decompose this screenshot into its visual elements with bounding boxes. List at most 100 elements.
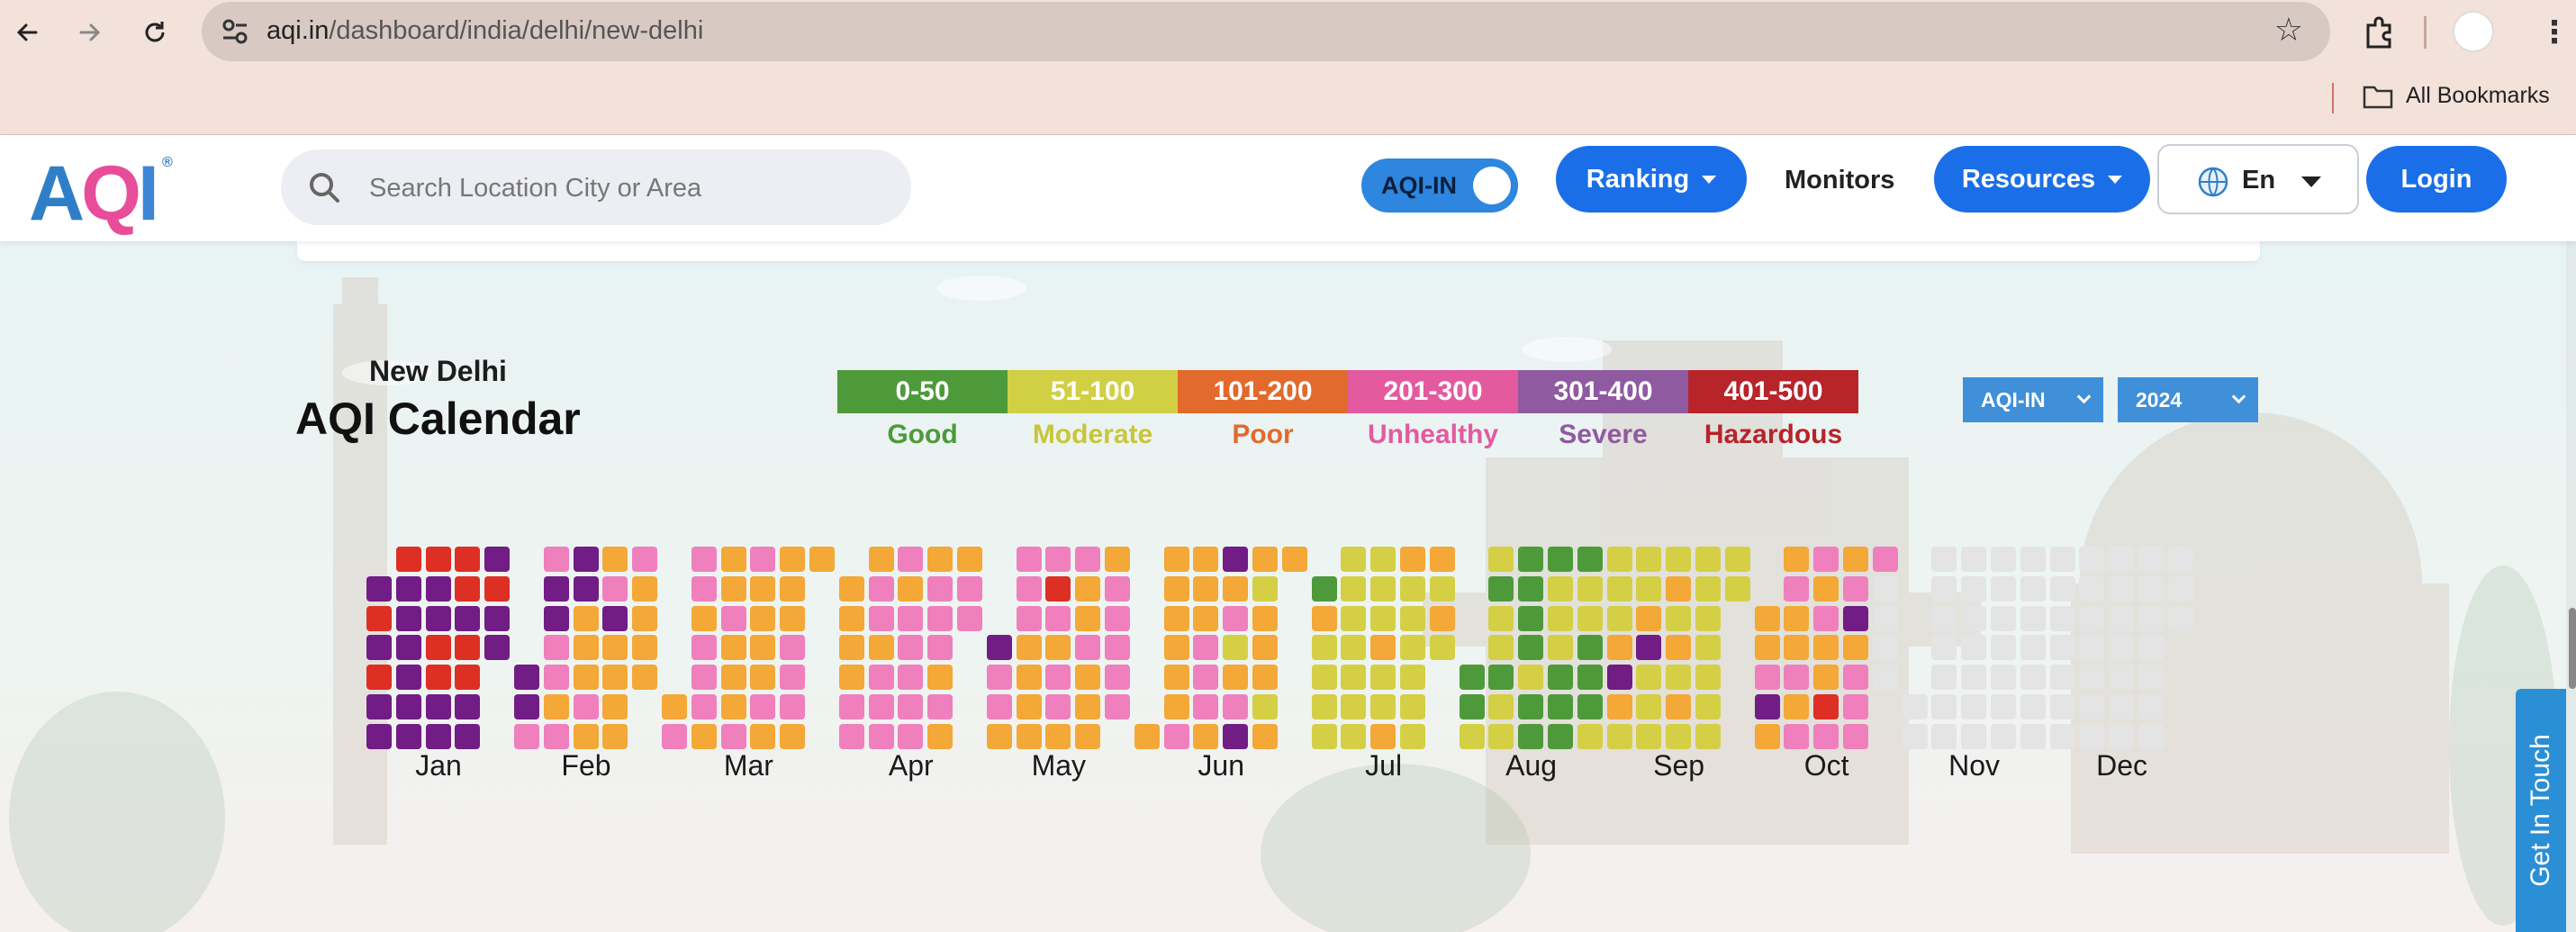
day-cell[interactable] [1105,575,1130,602]
day-cell[interactable] [573,694,599,719]
day-cell[interactable] [1311,605,1337,631]
day-cell[interactable] [1695,723,1721,749]
day-cell[interactable] [1666,635,1692,661]
all-bookmarks-button[interactable]: All Bookmarks [2363,83,2550,109]
aqi-in-toggle[interactable]: AQI-IN [1361,158,1518,213]
day-cell[interactable] [514,665,539,691]
day-cell[interactable] [2109,575,2135,602]
day-cell[interactable] [2109,665,2135,691]
day-cell[interactable] [1341,635,1367,661]
day-cell[interactable] [425,547,451,572]
day-cell[interactable] [602,547,628,572]
day-cell[interactable] [1931,575,1957,602]
day-cell[interactable] [1488,547,1514,572]
day-cell[interactable] [691,723,717,749]
day-cell[interactable] [1163,665,1189,691]
day-cell[interactable] [2138,694,2164,719]
day-cell[interactable] [1193,694,1219,719]
day-cell[interactable] [2079,723,2105,749]
day-cell[interactable] [1931,635,1957,661]
day-cell[interactable] [1341,575,1367,602]
day-cell[interactable] [1961,635,1987,661]
day-cell[interactable] [543,723,569,749]
day-cell[interactable] [1045,665,1071,691]
day-cell[interactable] [1429,575,1455,602]
day-cell[interactable] [1400,723,1425,749]
day-cell[interactable] [1606,694,1632,719]
day-cell[interactable] [2079,694,2105,719]
day-cell[interactable] [1134,723,1160,749]
forward-icon[interactable] [70,13,110,52]
day-cell[interactable] [1695,665,1721,691]
day-cell[interactable] [395,665,421,691]
day-cell[interactable] [691,605,717,631]
day-cell[interactable] [1252,575,1278,602]
day-cell[interactable] [1931,665,1957,691]
extensions-icon[interactable] [2359,13,2399,52]
day-cell[interactable] [1311,635,1337,661]
search-input[interactable]: Search Location City or Area [281,149,911,225]
day-cell[interactable] [2138,575,2164,602]
day-cell[interactable] [1311,665,1337,691]
day-cell[interactable] [1784,694,1810,719]
day-cell[interactable] [2020,635,2046,661]
day-cell[interactable] [1370,694,1396,719]
day-cell[interactable] [1163,694,1189,719]
day-cell[interactable] [838,723,864,749]
day-cell[interactable] [455,665,481,691]
day-cell[interactable] [543,635,569,661]
day-cell[interactable] [1518,575,1544,602]
day-cell[interactable] [1488,635,1514,661]
day-cell[interactable] [1813,723,1839,749]
day-cell[interactable] [1991,665,2016,691]
day-cell[interactable] [1548,723,1573,749]
day-cell[interactable] [1548,635,1573,661]
day-cell[interactable] [927,665,954,691]
day-cell[interactable] [1931,605,1957,631]
day-cell[interactable] [898,694,924,719]
day-cell[interactable] [1223,723,1249,749]
url-text[interactable]: aqi.in/dashboard/india/delhi/new-delhi [267,16,704,45]
day-cell[interactable] [720,694,746,719]
day-cell[interactable] [1341,547,1367,572]
day-cell[interactable] [927,547,954,572]
day-cell[interactable] [2049,635,2075,661]
day-cell[interactable] [1341,694,1367,719]
day-cell[interactable] [1518,694,1544,719]
day-cell[interactable] [868,575,894,602]
day-cell[interactable] [1931,694,1957,719]
day-cell[interactable] [1577,723,1603,749]
day-cell[interactable] [927,694,954,719]
day-cell[interactable] [1724,547,1750,572]
day-cell[interactable] [1724,575,1750,602]
day-cell[interactable] [986,723,1012,749]
day-cell[interactable] [1075,605,1101,631]
day-cell[interactable] [662,694,687,719]
day-cell[interactable] [691,694,717,719]
day-cell[interactable] [1666,665,1692,691]
day-cell[interactable] [395,605,421,631]
day-cell[interactable] [927,635,954,661]
day-cell[interactable] [543,575,569,602]
day-cell[interactable] [957,605,982,631]
day-cell[interactable] [2138,665,2164,691]
day-cell[interactable] [1459,665,1485,691]
day-cell[interactable] [1193,575,1219,602]
day-cell[interactable] [2079,547,2105,572]
day-cell[interactable] [1784,547,1810,572]
day-cell[interactable] [2049,723,2075,749]
day-cell[interactable] [1223,547,1249,572]
day-cell[interactable] [1341,605,1367,631]
day-cell[interactable] [2049,665,2075,691]
day-cell[interactable] [1016,635,1042,661]
day-cell[interactable] [868,635,894,661]
day-cell[interactable] [750,723,776,749]
day-cell[interactable] [1252,547,1278,572]
day-cell[interactable] [1163,605,1189,631]
day-cell[interactable] [1695,635,1721,661]
day-cell[interactable] [455,723,481,749]
day-cell[interactable] [1193,547,1219,572]
day-cell[interactable] [1518,605,1544,631]
day-cell[interactable] [1636,694,1662,719]
day-cell[interactable] [1991,694,2016,719]
